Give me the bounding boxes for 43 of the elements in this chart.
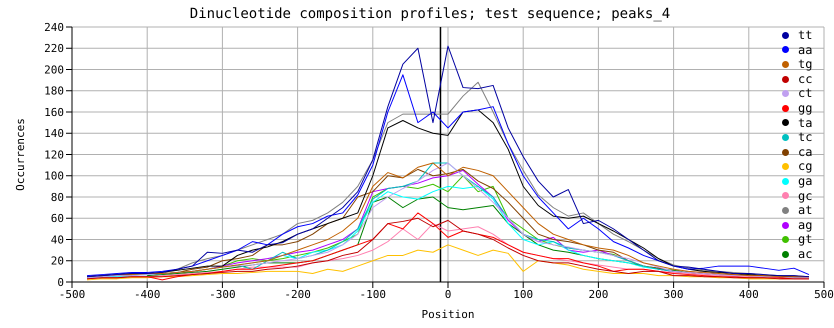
y-tick-label: 20 (50, 254, 64, 268)
x-tick-label: -300 (209, 288, 236, 301)
y-tick-label: 220 (44, 42, 64, 56)
legend-label: ag (798, 218, 812, 232)
y-tick-label: 120 (44, 148, 64, 162)
legend-label: ac (798, 246, 812, 262)
y-tick-label: 180 (44, 84, 64, 98)
legend-label: cc (798, 72, 812, 86)
x-tick-label: 200 (588, 288, 608, 301)
y-tick-label: 100 (44, 170, 64, 183)
y-tick-label: 60 (50, 212, 64, 226)
legend-label: ga (798, 174, 812, 189)
legend-label: gg (798, 100, 812, 116)
x-tick-label: -400 (134, 288, 160, 301)
y-tick-label: 40 (50, 233, 64, 246)
legend-label: ta (798, 116, 812, 130)
x-tick-label: -200 (284, 288, 311, 301)
legend-label: cg (798, 159, 812, 174)
y-axis-title: Occurrences (14, 118, 27, 191)
x-tick-label: -500 (58, 288, 86, 301)
y-tick-label: 0 (57, 276, 64, 289)
x-axis-title: Position (422, 308, 474, 321)
chart-title: Dinucleotide composition profiles; test sequence; peaks_4 (188, 6, 672, 22)
legend-label: tg (798, 57, 812, 72)
x-tick-label: -100 (360, 288, 386, 301)
legend-label: at (798, 203, 812, 218)
legend-label: ct (798, 86, 812, 101)
y-tick-label: 80 (50, 190, 64, 204)
y-tick-label: 200 (44, 63, 64, 76)
legend-label: tt (798, 28, 812, 43)
legend-label: tc (798, 130, 812, 145)
y-tick-label: 240 (44, 20, 64, 34)
legend-label: ca (798, 144, 812, 160)
x-tick-label: 500 (814, 288, 834, 301)
legend-label: gc (798, 188, 812, 204)
y-tick-label: 140 (44, 127, 64, 140)
y-tick-label: 160 (44, 106, 64, 119)
x-tick-label: 400 (738, 288, 759, 301)
x-tick-label: 300 (664, 288, 684, 301)
x-tick-label: 0 (444, 288, 452, 301)
legend-label: gt (798, 232, 812, 247)
x-tick-label: 100 (513, 288, 534, 301)
legend-label: aa (798, 42, 812, 58)
